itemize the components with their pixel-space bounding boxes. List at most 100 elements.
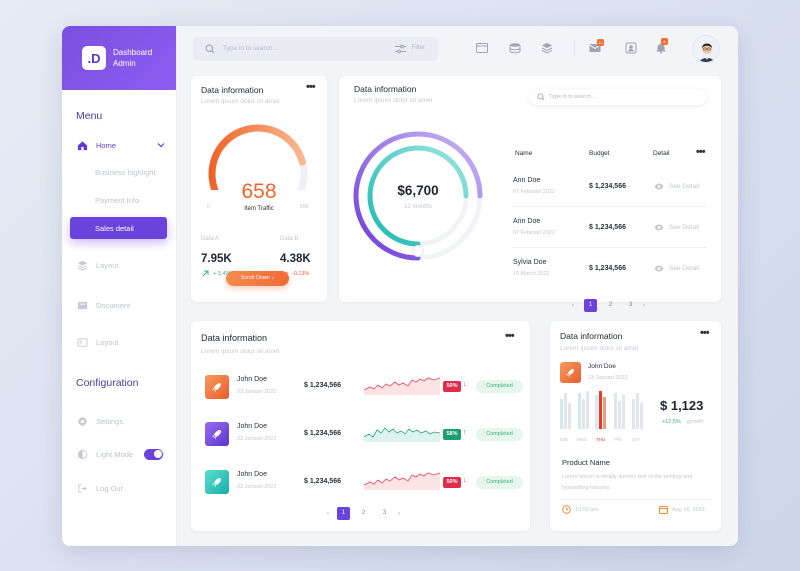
brand-logo[interactable]: .D Dashboard Admin (62, 26, 176, 90)
sidebar-item-business-highlight[interactable]: Business highlight (72, 161, 167, 183)
see-detail-link[interactable]: See Detail (669, 265, 699, 272)
layers-icon[interactable] (541, 42, 553, 54)
table-more-icon[interactable]: ••• (696, 146, 706, 158)
product-description: Lorem Ipsum is simply dummy text of the … (562, 474, 693, 491)
filter-label[interactable]: Filter (411, 45, 425, 51)
day-label: WED (577, 437, 588, 442)
scroll-down-button[interactable]: Scroll Down ↓ (226, 271, 289, 286)
app-window: .D Dashboard Admin Menu Home Business hi… (62, 26, 738, 546)
sparkline (364, 427, 440, 442)
table-search-input[interactable]: Type in to search ... (549, 94, 597, 100)
page-prev-icon[interactable]: ‹ (572, 303, 574, 309)
column-header-detail: Detail (653, 150, 670, 157)
page-1[interactable]: 1 (337, 507, 350, 520)
page-prev-icon[interactable]: ‹ (327, 511, 329, 517)
status-badge: Completed (476, 428, 523, 441)
more-options-icon[interactable]: ••• (700, 327, 710, 339)
transactions-card: Data information Lorem ipsum dolor sit a… (191, 321, 530, 531)
database-icon[interactable] (509, 42, 521, 54)
product-owner-name: John Doe (588, 363, 616, 370)
gauge-card: Data information Lorem ipsum dolor sit a… (191, 76, 327, 302)
more-options-icon[interactable]: ••• (306, 81, 316, 93)
product-card: Data information Lorem ipsum dolor sit a… (550, 321, 721, 531)
arrow-down-icon: ↓ (463, 477, 467, 484)
sidebar-item-sales-detail[interactable]: Sales detail (70, 217, 167, 239)
clock-icon (562, 505, 571, 514)
eye-icon (654, 183, 664, 190)
arrow-up-icon: ↑ (463, 429, 467, 436)
rocket-icon (560, 362, 581, 383)
item-name: John Doe (237, 471, 267, 478)
page-2[interactable]: 2 (608, 302, 613, 308)
mail-icon[interactable] (589, 42, 601, 54)
rocket-icon (205, 422, 229, 446)
day-label: THU (596, 437, 606, 442)
traffic-label: Item Traffic (244, 206, 274, 212)
budget-donut (353, 131, 483, 261)
sidebar-item-label: Log Out (96, 483, 123, 493)
day-label: FRI (614, 437, 622, 442)
calendar-icon (659, 506, 668, 514)
layers-icon (77, 260, 88, 271)
card-subtitle: Lorem ipsum dolor sit amet (201, 348, 280, 355)
arrow-up-right-icon (202, 270, 209, 277)
light-mode-toggle[interactable] (144, 448, 164, 460)
row-date: 07 Februari 2022 (513, 189, 555, 195)
status-badge: Completed (476, 380, 523, 393)
sparkline (364, 377, 440, 395)
filter-icon[interactable] (395, 44, 406, 54)
bell-icon[interactable] (655, 42, 667, 54)
sidebar-item-layout[interactable]: Layout (72, 254, 167, 276)
logout-icon (78, 483, 87, 493)
item-date: 23 Januari 2022 (237, 484, 277, 490)
sidebar-item-payment-info[interactable]: Payment Info (72, 189, 167, 211)
card-title: Data information (560, 331, 623, 341)
product-date2: Aug 16, 2023 (672, 507, 705, 513)
rocket-icon (205, 470, 229, 494)
page-next-icon[interactable]: › (643, 303, 645, 309)
see-detail-link[interactable]: See Detail (669, 183, 699, 190)
table-search-bar[interactable]: Type in to search ... (529, 89, 707, 105)
traffic-gauge (208, 124, 308, 190)
row-date: 15 March 2022 (513, 271, 550, 277)
page-next-icon[interactable]: › (398, 511, 400, 517)
user-card-icon[interactable] (625, 42, 637, 54)
sidebar-item-label: Sales detail (95, 223, 134, 233)
sidebar-item-light-mode[interactable]: Light Mode (72, 443, 167, 465)
see-detail-link[interactable]: See Detail (669, 224, 699, 231)
row-name: Ann Doe (513, 218, 541, 225)
row-budget: $ 1,234,566 (589, 265, 626, 272)
change-badge: 50% (443, 381, 461, 392)
data-a-label: Data A (201, 236, 220, 242)
traffic-value: 658 (241, 180, 277, 203)
data-a-value: 7.95K (201, 253, 232, 265)
sidebar-item-settings[interactable]: Settings (72, 410, 167, 432)
change-badge: 58% (443, 429, 461, 440)
data-b-change: -0.13% (292, 271, 310, 277)
search-input[interactable]: Type in to search ... (223, 45, 280, 52)
avatar-image (693, 36, 719, 62)
sidebar-item-document[interactable]: Document (72, 294, 167, 316)
sidebar-item-log-out[interactable]: Log Out (72, 477, 167, 499)
sidebar-item-home[interactable]: Home (72, 134, 167, 156)
home-icon (77, 140, 88, 150)
brand-title: Dashboard (113, 48, 153, 57)
day-label: SAT (632, 437, 641, 442)
avatar[interactable] (692, 35, 720, 63)
product-value: $ 1,123 (660, 398, 704, 413)
gauge-min: 0 (207, 204, 210, 210)
data-b-value: 4.38K (280, 253, 311, 265)
row-budget: $ 1,234,566 (589, 224, 626, 231)
page-3[interactable]: 3 (382, 510, 387, 516)
page-3[interactable]: 3 (628, 302, 633, 308)
sidebar-item-layout-2[interactable]: Layout (72, 331, 167, 353)
card-subtitle: Lorem ipsum dolor sit amet (354, 97, 433, 104)
mail-badge: 12 (597, 39, 604, 46)
search-bar[interactable]: Type in to search ... Filter (193, 37, 438, 61)
sidebar-item-label: Payment Info (95, 195, 140, 205)
page-2[interactable]: 2 (361, 510, 366, 516)
page-1[interactable]: 1 (584, 299, 597, 312)
more-options-icon[interactable]: ••• (505, 330, 515, 342)
window-icon[interactable] (476, 42, 488, 54)
brand-text: Dashboard Admin (113, 47, 152, 69)
